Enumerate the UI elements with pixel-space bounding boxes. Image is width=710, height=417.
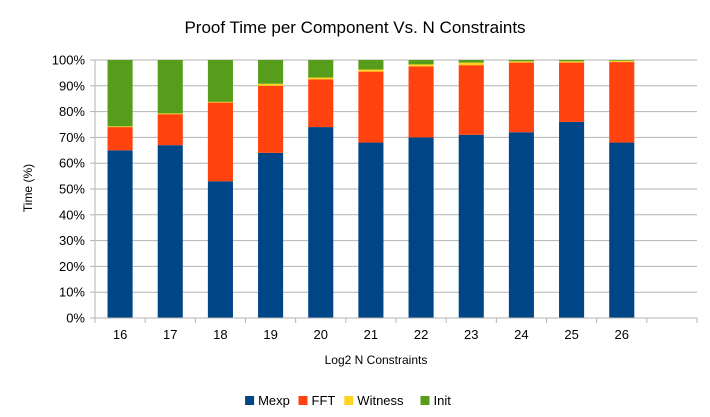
- bar-segment-init-21: [358, 60, 384, 70]
- legend-swatch-witness: [344, 396, 354, 405]
- y-tick-label: 30%: [59, 233, 85, 248]
- bar-segment-fft-25: [559, 62, 585, 122]
- bar-segment-witness-21: [358, 69, 384, 72]
- bar-segment-fft-21: [358, 71, 384, 143]
- bar-segment-mexp-24: [508, 132, 534, 318]
- legend: Mexp FFT Witness Init: [245, 393, 451, 408]
- bar-segment-witness-26: [609, 60, 635, 63]
- bar-segment-init-19: [258, 60, 284, 84]
- bar-segment-witness-24: [508, 61, 534, 63]
- bar-segment-witness-19: [258, 83, 284, 86]
- x-tick-label: 20: [314, 327, 328, 342]
- y-tick-label: 40%: [59, 207, 85, 222]
- y-tick-label: 90%: [59, 78, 85, 93]
- bar-segment-witness-25: [559, 61, 585, 63]
- y-tick-labels: 0% 10% 20% 30% 40% 50% 60% 70% 80% 90% 100%: [52, 53, 86, 326]
- bar-segment-mexp-22: [408, 137, 434, 318]
- legend-label-fft: FFT: [312, 393, 336, 408]
- bar-segment-init-18: [207, 60, 233, 102]
- bar-segment-init-20: [308, 60, 334, 78]
- bar-segment-witness-17: [157, 113, 183, 115]
- x-tick-labels: 16 17 18 19 20 21 22 23 24 25 26: [113, 327, 629, 342]
- y-tick-label: 50%: [59, 182, 85, 197]
- y-tick-label: 10%: [59, 285, 85, 300]
- legend-swatch-init: [420, 396, 430, 405]
- bar-segment-fft-23: [458, 65, 484, 135]
- x-tick-label: 26: [615, 327, 629, 342]
- bar-segment-fft-24: [508, 62, 534, 133]
- bar-segment-fft-18: [207, 102, 233, 182]
- axes: [94, 60, 698, 323]
- y-tick-label: 100%: [52, 53, 86, 68]
- x-tick-label: 17: [163, 327, 177, 342]
- y-tick-label: 60%: [59, 156, 85, 171]
- legend-label-witness: Witness: [357, 393, 404, 408]
- bar-segment-init-23: [458, 60, 484, 63]
- x-tick-label: 18: [213, 327, 227, 342]
- bar-segment-init-26: [609, 60, 635, 61]
- bar-segment-witness-22: [408, 64, 434, 67]
- bar-segment-mexp-23: [458, 134, 484, 318]
- x-tick-label: 24: [514, 327, 528, 342]
- x-tick-label: 21: [364, 327, 378, 342]
- bar-segment-mexp-21: [358, 142, 384, 318]
- bar-segment-fft-20: [308, 79, 334, 128]
- x-tick-label: 19: [263, 327, 277, 342]
- bar-segment-mexp-17: [157, 145, 183, 318]
- x-axis-title: Log2 N Constraints: [325, 353, 428, 367]
- bars: [107, 60, 635, 318]
- bar-segment-init-24: [508, 60, 534, 62]
- gridlines: [90, 59, 697, 319]
- chart-title: Proof Time per Component Vs. N Constrain…: [184, 18, 525, 37]
- bar-segment-mexp-16: [107, 150, 133, 318]
- bar-segment-fft-26: [609, 62, 635, 143]
- y-tick-label: 70%: [59, 130, 85, 145]
- bar-segment-mexp-20: [308, 127, 334, 318]
- bar-segment-mexp-18: [207, 181, 233, 318]
- y-tick-label: 80%: [59, 104, 85, 119]
- y-tick-label: 0%: [66, 311, 85, 326]
- bar-segment-init-17: [157, 60, 183, 114]
- bar-segment-witness-18: [207, 101, 233, 103]
- legend-swatch-fft: [298, 396, 308, 405]
- x-tick-label: 22: [414, 327, 428, 342]
- bar-segment-witness-16: [107, 126, 133, 128]
- bar-segment-fft-22: [408, 66, 434, 138]
- legend-label-init: Init: [434, 393, 452, 408]
- legend-label-mexp: Mexp: [258, 393, 290, 408]
- x-tick-label: 23: [464, 327, 478, 342]
- bar-segment-fft-17: [157, 114, 183, 146]
- bar-segment-witness-23: [458, 62, 484, 66]
- bar-segment-fft-19: [258, 85, 284, 153]
- x-tick-label: 16: [113, 327, 127, 342]
- bar-segment-fft-16: [107, 127, 133, 151]
- y-axis-title: Time (%): [21, 164, 35, 212]
- bar-segment-mexp-19: [258, 152, 284, 318]
- bar-segment-mexp-26: [609, 142, 635, 318]
- bar-segment-mexp-25: [559, 121, 585, 318]
- bar-segment-init-25: [559, 60, 585, 62]
- legend-swatch-mexp: [245, 396, 255, 405]
- x-tick-label: 25: [564, 327, 578, 342]
- y-tick-label: 20%: [59, 259, 85, 274]
- bar-segment-init-22: [408, 60, 434, 65]
- bar-segment-init-16: [107, 60, 133, 127]
- bar-segment-witness-20: [308, 77, 334, 80]
